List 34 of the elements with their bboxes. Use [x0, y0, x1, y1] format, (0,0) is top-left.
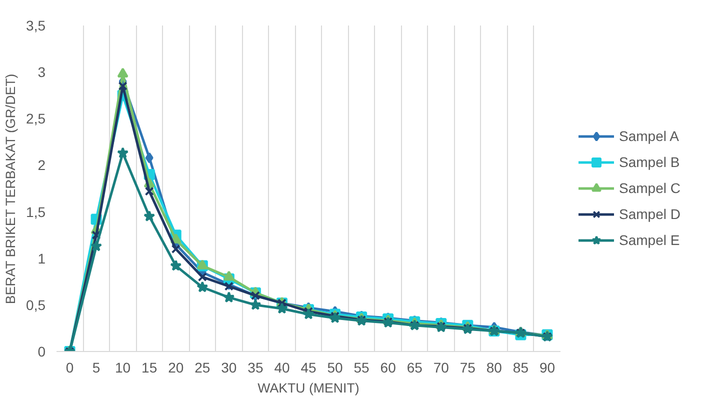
x-tick-label: 80	[486, 360, 502, 376]
x-tick-label: 35	[248, 360, 264, 376]
y-tick-label: 3	[38, 64, 46, 80]
x-tick-label: 75	[460, 360, 476, 376]
x-tick-label: 45	[300, 360, 316, 376]
x-tick-label: 85	[512, 360, 529, 376]
y-tick-label: 2	[38, 157, 46, 174]
x-tick-label: 5	[92, 360, 100, 376]
x-tick-label: 65	[406, 360, 423, 376]
y-tick-label: 1,5	[26, 204, 46, 220]
x-tick-label: 40	[274, 360, 290, 376]
legend-label: Sampel A	[619, 128, 679, 144]
x-tick-label: 10	[115, 360, 131, 376]
x-tick-label: 55	[354, 360, 370, 376]
legend-label: Sampel C	[619, 180, 680, 196]
legend-label: Sampel E	[619, 232, 680, 248]
x-tick-label: 70	[433, 360, 450, 376]
y-axis-title: BERAT BRIKET TERBAKAT (GR/DET)	[3, 74, 18, 304]
x-tick-label: 60	[380, 360, 396, 376]
x-tick-label: 90	[539, 360, 556, 376]
x-tick-label: 25	[194, 360, 210, 376]
legend-label: Sampel D	[619, 206, 680, 222]
y-tick-label: 3,5	[26, 18, 46, 34]
x-tick-label: 0	[66, 360, 74, 376]
legend-label: Sampel B	[619, 154, 680, 170]
y-tick-label: 0	[38, 344, 46, 360]
x-tick-label: 50	[327, 360, 344, 376]
y-tick-label: 2,5	[26, 110, 46, 127]
x-tick-label: 15	[142, 360, 158, 376]
x-tick-label: 20	[168, 360, 184, 376]
y-tick-label: 0,5	[26, 296, 46, 313]
x-tick-label: 30	[221, 360, 237, 376]
y-tick-label: 1	[38, 250, 46, 266]
x-axis-title: WAKTU (MENIT)	[258, 380, 360, 396]
